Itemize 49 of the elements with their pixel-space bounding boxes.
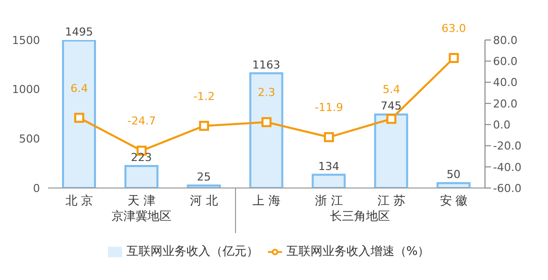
x-tick-label: 上 海 <box>252 194 280 208</box>
y2-tick-label: 40.0 <box>493 76 518 90</box>
x-tick-label: 北 京 <box>65 194 94 208</box>
text: 京津冀地区 <box>110 208 173 225</box>
point <box>199 120 210 131</box>
data-label: -24.7 <box>127 114 156 128</box>
y2-tick-label: -40.0 <box>493 160 522 174</box>
point <box>74 112 84 123</box>
data-label: 2.3 <box>258 86 276 100</box>
y-tick-label: 1500 <box>12 34 40 47</box>
x-tick-label: 浙 江 <box>315 194 343 208</box>
data-label: 1495 <box>65 25 93 38</box>
data-label: 1163 <box>252 58 280 72</box>
data-label: 745 <box>380 99 402 112</box>
point <box>386 114 396 124</box>
bar <box>249 72 284 188</box>
bar <box>436 182 471 188</box>
y-tick-label: 500 <box>19 132 40 146</box>
y2-tick-label: 20.0 <box>493 97 518 110</box>
text: 长三角地区 <box>329 208 392 225</box>
data-label: 25 <box>196 170 211 184</box>
bar <box>124 164 158 188</box>
bar <box>374 113 408 188</box>
data-label: 5.4 <box>382 82 400 96</box>
legend-label: 互联网业务收入增速（%） <box>286 244 430 258</box>
y2-tick-label: 80.0 <box>493 34 518 47</box>
bar <box>62 40 96 188</box>
point <box>448 52 459 63</box>
legend-label: 互联网业务收入（亿元） <box>126 244 258 258</box>
data-label: 223 <box>130 150 152 164</box>
x-tick-label: 天 津 <box>128 194 156 208</box>
x-tick-label: 江 苏 <box>377 194 406 208</box>
data-label: 134 <box>318 160 340 173</box>
x-tick-label: 河 北 <box>190 194 218 208</box>
y-tick-label: 1000 <box>12 83 40 96</box>
data-label: 50 <box>446 168 461 182</box>
data-label: 63.0 <box>442 22 466 35</box>
data-label: -11.9 <box>314 101 344 114</box>
y2-tick-label: -60.0 <box>493 182 522 195</box>
point <box>324 132 334 142</box>
point <box>262 117 272 128</box>
x-tick-label: 安 徽 <box>440 194 468 208</box>
y2-tick-label: -20.0 <box>493 140 522 153</box>
y-tick-label: 0 <box>33 182 40 195</box>
y2-tick-label: 60.0 <box>493 55 518 68</box>
data-label: 6.4 <box>70 82 88 95</box>
y2-tick-label: 0.0 <box>493 118 510 132</box>
data-label: -1.2 <box>193 90 215 103</box>
bar <box>312 174 346 188</box>
